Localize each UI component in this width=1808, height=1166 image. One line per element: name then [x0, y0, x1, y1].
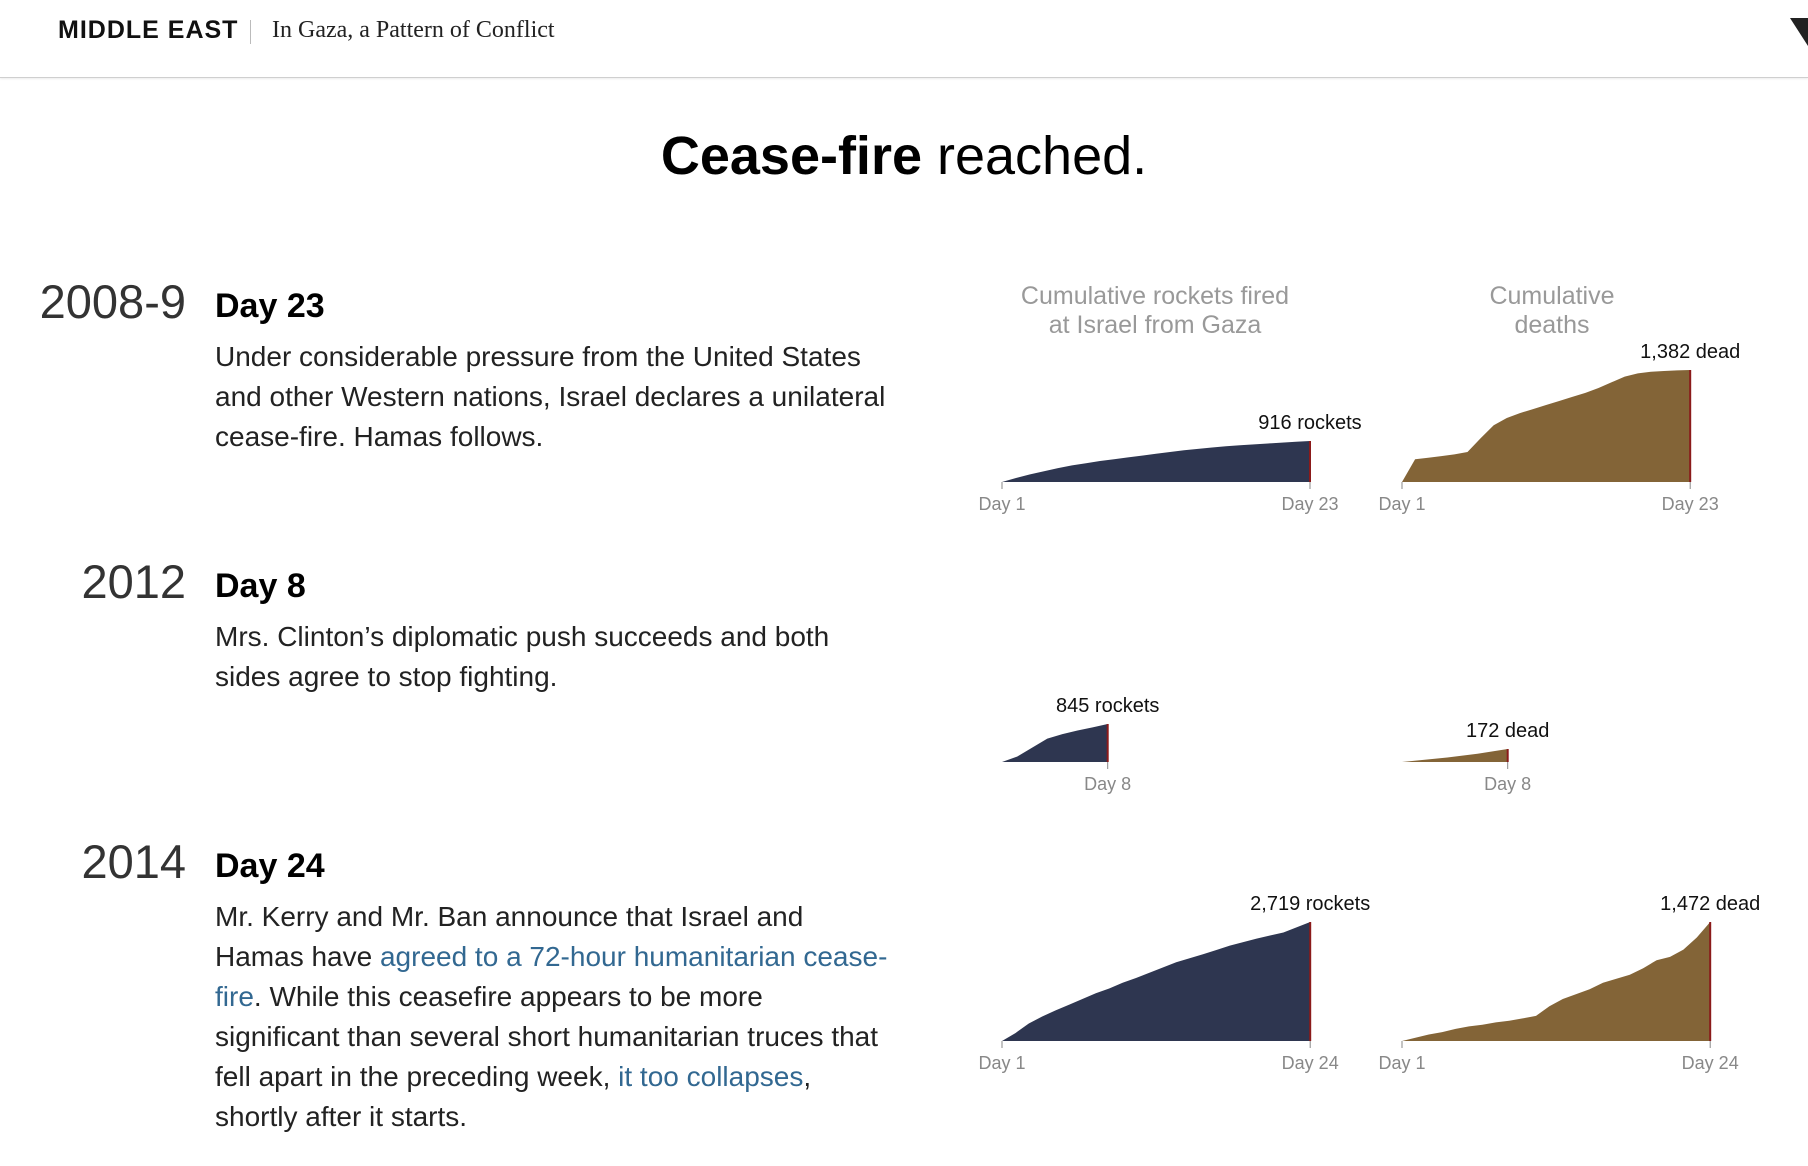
year-label: 2008-9 [39, 275, 186, 328]
end-tick-label: Day 23 [1662, 494, 1719, 514]
deaths-area-2014 [1402, 922, 1711, 1041]
top-bar: MIDDLE EAST In Gaza, a Pattern of Confli… [0, 0, 1808, 78]
row-description: Under considerable pressure from the Uni… [215, 337, 895, 457]
row-description: Mr. Kerry and Mr. Ban announce that Isra… [215, 897, 895, 1137]
article-title: In Gaza, a Pattern of Conflict [272, 17, 555, 43]
inline-link[interactable]: it too collapses [618, 1061, 804, 1092]
page-headline: Cease-fire reached. [0, 125, 1808, 187]
end-tick-label: Day 24 [1282, 1053, 1339, 1073]
end-tick-label: Day 8 [1484, 774, 1531, 794]
deaths-header-line-2: deaths [1514, 311, 1590, 339]
start-tick-label: Day 1 [1378, 1053, 1425, 1073]
section-divider [250, 20, 251, 44]
end-value-label: 1,382 dead [1640, 341, 1740, 363]
description-text: . While this ceasefire appears to be mor… [215, 981, 879, 1092]
rockets-area-2012 [1002, 724, 1108, 762]
year-label: 2014 [81, 835, 186, 888]
headline-bold: Cease-fire [660, 126, 922, 186]
description-text: Mr. Kerry and Mr. Ban announce that Isra… [215, 901, 804, 972]
inline-link[interactable]: agreed to a 72-hour humanitarian cease-f… [215, 941, 888, 1012]
share-corner-icon[interactable] [1790, 18, 1808, 46]
description-text: Under considerable pressure from the Uni… [215, 341, 886, 452]
end-value-label: 1,472 dead [1660, 893, 1760, 915]
start-tick-label: Day 1 [978, 1053, 1025, 1073]
start-tick-label: Day 1 [978, 494, 1025, 514]
rockets-area-2008-9 [1002, 441, 1310, 482]
description-text: , shortly after it starts. [215, 1061, 812, 1132]
day-label: Day 8 [215, 567, 306, 605]
deaths-column-header: Cumulative deaths [1412, 282, 1692, 340]
deaths-header-line-1: Cumulative [1489, 282, 1615, 310]
start-tick-label: Day 1 [1378, 494, 1425, 514]
end-value-label: 2,719 rockets [1250, 893, 1370, 915]
day-label: Day 24 [215, 847, 325, 885]
end-value-label: 172 dead [1466, 720, 1549, 742]
row-description: Mrs. Clinton’s diplomatic push succeeds … [215, 617, 895, 697]
rockets-header-line-2: at Israel from Gaza [1048, 311, 1262, 339]
rockets-area-2014 [1002, 922, 1311, 1041]
end-value-label: 845 rockets [1056, 695, 1159, 717]
end-tick-label: Day 8 [1084, 774, 1131, 794]
year-label: 2012 [81, 555, 186, 608]
end-tick-label: Day 23 [1281, 494, 1338, 514]
deaths-area-2012 [1402, 749, 1508, 762]
section-label[interactable]: MIDDLE EAST [58, 16, 239, 44]
end-tick-label: Day 24 [1682, 1053, 1739, 1073]
rockets-header-line-1: Cumulative rockets fired [1020, 282, 1290, 310]
end-value-label: 916 rockets [1258, 412, 1361, 434]
headline-rest: reached. [921, 126, 1148, 186]
deaths-area-2008-9 [1402, 370, 1691, 482]
day-label: Day 23 [215, 287, 325, 325]
rockets-column-header: Cumulative rockets fired at Israel from … [990, 282, 1320, 340]
description-text: Mrs. Clinton’s diplomatic push succeeds … [215, 621, 830, 692]
